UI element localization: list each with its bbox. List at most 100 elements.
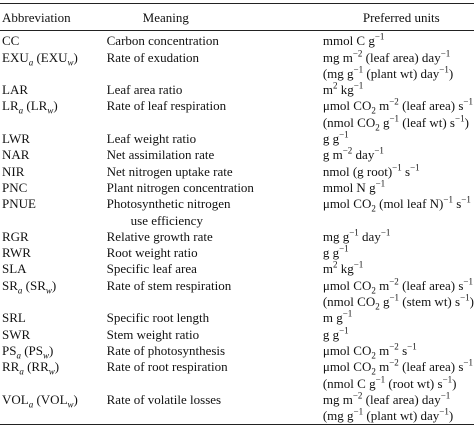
text-run: Net nitrogen uptake rate — [106, 163, 233, 179]
abbr-cell: LWR — [0, 131, 107, 147]
text-run: SLA — [2, 261, 27, 277]
text-run: −2 — [342, 146, 353, 157]
text-run: a — [28, 57, 34, 68]
abbr-cell: PNC — [0, 180, 107, 196]
cell-line: mg g−1 day−1 — [323, 228, 474, 245]
abbr-cell: RGR — [0, 229, 107, 245]
text-run: −1 — [463, 97, 473, 108]
text-run: a — [18, 106, 24, 117]
text-run: Relative growth rate — [106, 228, 213, 244]
text-run: NIR — [2, 163, 25, 179]
text-run: g g — [322, 326, 340, 342]
text-run: ) — [452, 375, 457, 391]
text-run: a — [17, 285, 23, 296]
text-run: s — [401, 163, 411, 179]
abbr-cell: EXUa (EXUw) — [0, 50, 107, 83]
cell-line: Rate of leaf respiration — [107, 98, 323, 114]
text-run: −1 — [463, 357, 473, 368]
text-run: Photosynthetic nitrogen — [106, 196, 231, 212]
cell-line: Stem weight ratio — [107, 327, 323, 343]
text-run: Rate of exudation — [106, 49, 200, 65]
abbr-cell: RWR — [0, 245, 107, 261]
text-run: −1 — [374, 146, 384, 157]
cell-line: g g−1 — [323, 244, 474, 261]
meaning-cell: Net assimilation rate — [107, 147, 323, 163]
text-run: Specific leaf area — [106, 261, 197, 277]
text-run: Specific root length — [106, 310, 210, 326]
cell-line: LWR — [2, 131, 107, 147]
table-row: RGR Relative growth rate mg g−1 day−1 — [0, 228, 474, 245]
meaning-cell: Rate of stem respiration — [107, 278, 323, 311]
text-run: −1 — [389, 292, 400, 303]
text-run: (leaf area) s — [398, 359, 464, 375]
text-run: SRL — [2, 310, 26, 326]
text-run: ) — [53, 98, 58, 114]
meaning-cell: Root weight ratio — [107, 245, 323, 261]
cell-line: m2 kg−1 — [323, 261, 474, 277]
text-run: μmol CO — [322, 359, 372, 375]
cell-line: NIR — [2, 164, 107, 180]
cell-line: PNUE — [2, 196, 107, 212]
cell-line: Rate of exudation — [107, 50, 323, 66]
text-run: LWR — [2, 131, 30, 147]
cell-line: RWR — [2, 245, 107, 261]
text-run: −1 — [342, 309, 353, 320]
abbr-cell: SLA — [0, 261, 107, 277]
text-run: Leaf area ratio — [106, 82, 183, 98]
text-run: m — [322, 261, 333, 277]
text-run: Rate of photosynthesis — [106, 342, 226, 358]
text-run: a — [28, 399, 34, 410]
text-run: PS — [2, 342, 17, 358]
text-run: (nmol CO — [322, 294, 376, 310]
text-run: RR — [2, 359, 20, 375]
meaning-cell: Rate of volatile losses — [107, 392, 323, 425]
text-run: g m — [322, 147, 343, 163]
cell-line: SLA — [2, 261, 107, 277]
cell-line: g g−1 — [323, 129, 474, 147]
text-run: ) — [464, 114, 469, 130]
units-cell: mg g−1 day−1 — [323, 228, 474, 245]
text-run: m — [322, 82, 333, 98]
text-run: s — [452, 196, 462, 212]
text-run: 2 — [375, 122, 380, 133]
text-run: −1 — [339, 129, 349, 140]
cell-line: Net assimilation rate — [107, 147, 323, 163]
text-run: (plant wt) day — [363, 408, 440, 424]
text-run: (SR — [22, 277, 46, 293]
text-run: Leaf weight ratio — [106, 131, 197, 147]
text-run: use efficiency — [130, 212, 203, 228]
text-run: μmol CO — [322, 196, 372, 212]
text-run: −2 — [389, 276, 399, 287]
cell-line: VOLa (VOLw) — [2, 392, 107, 410]
cell-line: SWR — [2, 327, 107, 343]
text-run: (mg g — [322, 65, 354, 81]
text-run: w — [67, 399, 74, 410]
text-run: Carbon concentration — [106, 33, 219, 49]
text-run: −2 — [389, 357, 399, 368]
text-run: Rate of root respiration — [106, 359, 228, 375]
text-run: (PS — [20, 342, 44, 358]
meaning-cell: Leaf weight ratio — [107, 131, 323, 147]
text-run: LR — [2, 98, 19, 114]
header-cell: Meaning — [106, 3, 323, 32]
cell-line: g g−1 — [322, 326, 474, 343]
table-row: SRL Specific root length m g−1 — [0, 310, 474, 326]
text-run: −1 — [392, 162, 402, 173]
text-run: Plant nitrogen concentration — [106, 179, 254, 195]
cell-line: use efficiency — [107, 213, 323, 229]
cell-line: Photosynthetic nitrogen — [107, 196, 323, 212]
cell-line: Rate of volatile losses — [107, 392, 323, 408]
units-cell: μmol CO2 (mol leaf N)−1 s−1 — [322, 194, 474, 229]
meaning-cell: Carbon concentration — [107, 31, 323, 50]
text-run: μmol CO — [322, 98, 372, 114]
cell-line: mmol N g−1 — [323, 179, 474, 196]
text-run: −1 — [461, 194, 471, 205]
units-cell: m g−1 — [323, 310, 474, 326]
units-cell: g g−1 — [323, 129, 474, 147]
text-run: w — [43, 350, 50, 361]
header-row: Abbreviation Meaning Preferred units — [0, 3, 474, 32]
units-cell: g m−2 day−1 — [323, 147, 474, 163]
text-run: Rate of leaf respiration — [106, 98, 227, 114]
table-row: NAR Net assimilation rate g m−2 day−1 — [0, 147, 474, 163]
